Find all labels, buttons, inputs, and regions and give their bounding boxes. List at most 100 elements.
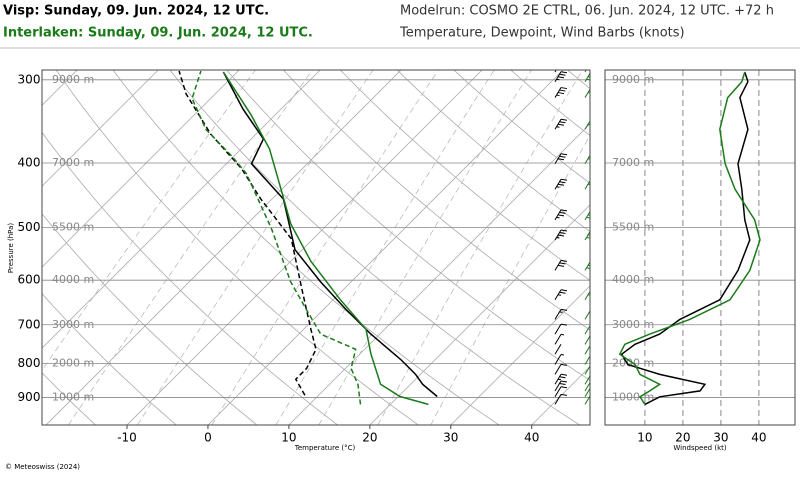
- wind-barb: [554, 380, 568, 392]
- barb-shape: [584, 365, 590, 375]
- height-label: 5500 m: [612, 220, 654, 233]
- height-label: 5500 m: [52, 220, 94, 233]
- barb-shape: [584, 310, 590, 320]
- x-tick-label: 10: [281, 431, 296, 445]
- height-label: 1000 m: [612, 390, 654, 403]
- mixing-ratio-line: [211, 70, 439, 425]
- barb-shape: [554, 87, 568, 98]
- dewpoint-line: [191, 70, 362, 405]
- wind-plot: [605, 70, 795, 425]
- mixing-ratio-line: [67, 70, 313, 425]
- wind-barb: [554, 71, 568, 82]
- wind-barb: [584, 395, 590, 405]
- dry-adiabat: [42, 293, 177, 425]
- y-tick-label: 800: [18, 356, 41, 370]
- wind-barb: [584, 335, 590, 345]
- barb-shape: [554, 153, 568, 164]
- barb-shape: [554, 178, 568, 190]
- wind-barb: [554, 209, 568, 221]
- dry-adiabat: [42, 131, 338, 425]
- x-tick-label: 0: [204, 431, 212, 445]
- dry-adiabat: [55, 70, 419, 425]
- skewt-plot: [42, 70, 590, 425]
- wind-barb: [584, 310, 590, 320]
- isotherm: [42, 70, 240, 268]
- barb-shape: [584, 290, 590, 301]
- x-tick-label: 20: [362, 431, 377, 445]
- barb-shape: [584, 387, 590, 398]
- isotherm: [288, 123, 590, 425]
- wind-barb: [554, 178, 568, 190]
- y-tick-label: 300: [18, 72, 41, 86]
- subtitle: Temperature, Dewpoint, Wind Barbs (knots…: [399, 26, 685, 41]
- wind-barb: [584, 210, 590, 221]
- station-title: Interlaken: Sunday, 09. Jun. 2024, 12 UT…: [3, 26, 313, 41]
- isotherm: [369, 204, 590, 425]
- y-tick-label: 700: [18, 317, 41, 331]
- wind-barb: [554, 229, 568, 241]
- wind-barb: [584, 154, 590, 164]
- barb-shape: [584, 72, 590, 82]
- dry-adiabat: [42, 213, 258, 425]
- barb-shape: [554, 343, 562, 355]
- dry-adiabat: [112, 70, 500, 425]
- wind-barb: [554, 353, 565, 365]
- wind-barb: [584, 324, 590, 335]
- dry-adiabat: [169, 70, 580, 425]
- x-tick-label: 30: [443, 431, 458, 445]
- height-label: 4000 m: [612, 273, 654, 286]
- mixing-ratio-line: [42, 70, 256, 371]
- barb-shape: [554, 209, 568, 221]
- wind-barb: [554, 308, 568, 320]
- model-run: Modelrun: COSMO 2E CTRL, 06. Jun. 2024, …: [400, 4, 774, 19]
- x-axis-label: Temperature (°C): [294, 444, 356, 452]
- wind-barb: [584, 119, 590, 130]
- isotherm: [207, 70, 564, 425]
- wind-barb: [584, 365, 590, 375]
- wind-barb: [584, 374, 590, 385]
- barb-shape: [554, 71, 568, 82]
- wind-barb: [554, 87, 568, 98]
- height-label: 7000 m: [612, 156, 654, 169]
- dry-adiabat: [340, 70, 590, 281]
- wind-barb: [584, 72, 590, 82]
- y-tick-label: 600: [18, 273, 41, 287]
- x-axis-label: Windspeed (kt): [673, 444, 726, 452]
- barb-shape: [584, 395, 590, 405]
- dry-adiabat: [567, 70, 590, 90]
- wind-barb: [554, 363, 568, 375]
- wind-barb: [584, 344, 590, 355]
- barb-shape: [554, 393, 568, 405]
- dry-adiabat: [396, 70, 590, 233]
- height-label: 3000 m: [52, 318, 94, 331]
- wind-barb: [554, 393, 568, 405]
- height-label: 9000 m: [612, 73, 654, 86]
- footer: © Meteoswiss (2024): [5, 463, 80, 471]
- barb-shape: [554, 289, 568, 301]
- mixing-ratio-line: [377, 70, 583, 425]
- barb-shape: [584, 381, 590, 392]
- x-tick-label: 40: [524, 431, 539, 445]
- isotherm: [126, 70, 483, 425]
- barb-shape: [554, 363, 568, 375]
- barb-shape: [554, 259, 568, 271]
- barb-shape: [584, 335, 590, 345]
- wind-barb: [554, 333, 565, 345]
- barb-shape: [554, 373, 568, 385]
- isotherm: [42, 70, 321, 349]
- x-tick-label: 40: [751, 431, 766, 445]
- dry-adiabat: [453, 70, 590, 184]
- dry-adiabat: [226, 70, 590, 381]
- dry-adiabat: [283, 70, 590, 331]
- temperature-line: [222, 71, 429, 406]
- barb-shape: [584, 154, 590, 164]
- wind-barb: [554, 118, 568, 130]
- x-tick-label: -10: [117, 431, 137, 445]
- wind-barb: [584, 355, 590, 365]
- wind-barb: [554, 323, 568, 335]
- barb-shape: [584, 230, 590, 241]
- height-label: 7000 m: [52, 156, 94, 169]
- barb-shape: [554, 323, 568, 335]
- mixing-ratio-line: [137, 70, 374, 425]
